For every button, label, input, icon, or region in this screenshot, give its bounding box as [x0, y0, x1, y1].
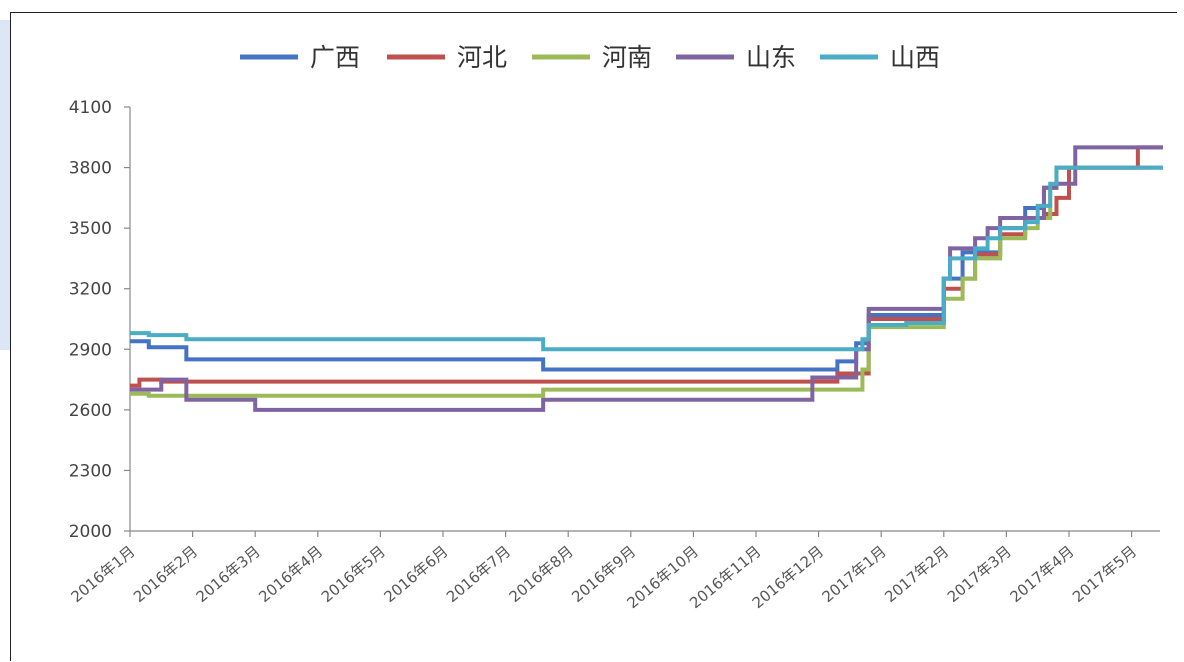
x-tick-label: 2016年7月	[443, 542, 514, 606]
y-tick-label: 4100	[69, 98, 112, 118]
x-tick-label: 2016年2月	[130, 542, 201, 606]
x-tick-label: 2016年3月	[193, 542, 264, 606]
legend-label: 山东	[746, 43, 796, 72]
chart-axes: 410038003500320029002600230020002016年1月2…	[67, 98, 1160, 612]
series-lines	[130, 145, 1163, 412]
x-tick-label: 2016年5月	[318, 542, 389, 606]
x-tick-label: 2016年8月	[506, 542, 577, 606]
y-tick-label: 3500	[69, 219, 112, 239]
x-tick-label: 2017年4月	[1006, 542, 1077, 606]
legend-label: 河北	[457, 43, 507, 72]
x-tick-label: 2016年1月	[67, 542, 138, 606]
x-tick-label: 2017年5月	[1069, 542, 1140, 606]
chart-frame	[10, 12, 1177, 661]
x-tick-label: 2016年4月	[255, 542, 326, 606]
y-tick-label: 3800	[69, 159, 112, 179]
y-tick-label: 2300	[69, 461, 112, 481]
legend-label: 广西	[310, 43, 360, 72]
x-tick-label: 2016年6月	[380, 542, 451, 606]
series-line-山西	[130, 165, 1163, 352]
x-tick-label: 2017年1月	[819, 542, 890, 606]
x-tick-label: 2017年3月	[944, 542, 1015, 606]
y-tick-label: 2600	[69, 401, 112, 421]
y-tick-label: 3200	[69, 280, 112, 300]
legend-label: 河南	[602, 43, 652, 72]
series-line-河南	[130, 165, 1163, 398]
legend-label: 山西	[890, 43, 940, 72]
y-tick-label: 2900	[69, 340, 112, 360]
x-tick-label: 2017年2月	[881, 542, 952, 606]
legend: 广西 河北 河南 山东 山西	[240, 43, 940, 72]
y-tick-label: 2000	[69, 522, 112, 542]
